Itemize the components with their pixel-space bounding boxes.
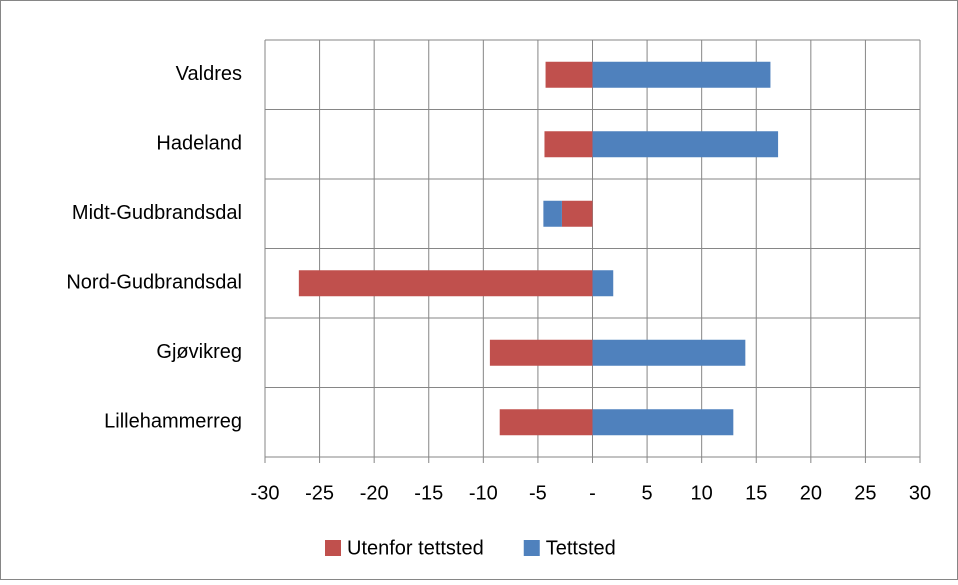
x-tick-label: 30 — [909, 482, 931, 504]
bar — [545, 61, 593, 88]
x-tick-label: 25 — [854, 482, 876, 504]
bar — [561, 200, 593, 227]
bar — [298, 270, 593, 297]
legend-label: Tettsted — [546, 537, 616, 559]
x-tick-label: -15 — [414, 482, 443, 504]
x-tick-label: 15 — [745, 482, 767, 504]
x-tick-label: - — [589, 482, 596, 504]
x-tick-label: -25 — [305, 482, 334, 504]
legend-swatch — [523, 540, 540, 556]
y-tick-label: Hadeland — [156, 133, 242, 155]
x-tick-label: 10 — [691, 482, 713, 504]
x-tick-label: 20 — [800, 482, 822, 504]
bar — [592, 270, 614, 297]
legend-label: Utenfor tettsted — [347, 537, 484, 559]
x-tick-label: -20 — [360, 482, 389, 504]
bar — [592, 61, 771, 88]
bar — [592, 131, 779, 158]
bar — [499, 409, 593, 436]
x-tick-label: 5 — [642, 482, 653, 504]
bar — [592, 339, 746, 366]
x-tick-label: -5 — [529, 482, 547, 504]
x-tick-label: -30 — [251, 482, 280, 504]
y-tick-label: Gjøvikreg — [156, 341, 242, 363]
y-tick-label: Valdres — [176, 63, 242, 85]
y-tick-label: Midt-Gudbrandsdal — [72, 202, 242, 224]
bar — [592, 409, 734, 436]
legend-swatch — [325, 540, 341, 556]
bar — [489, 339, 593, 366]
x-tick-label: -10 — [469, 482, 498, 504]
bar — [543, 200, 562, 227]
bar — [544, 131, 593, 158]
y-tick-label: Lillehammerreg — [104, 411, 242, 433]
y-tick-label: Nord-Gudbrandsdal — [66, 272, 242, 294]
